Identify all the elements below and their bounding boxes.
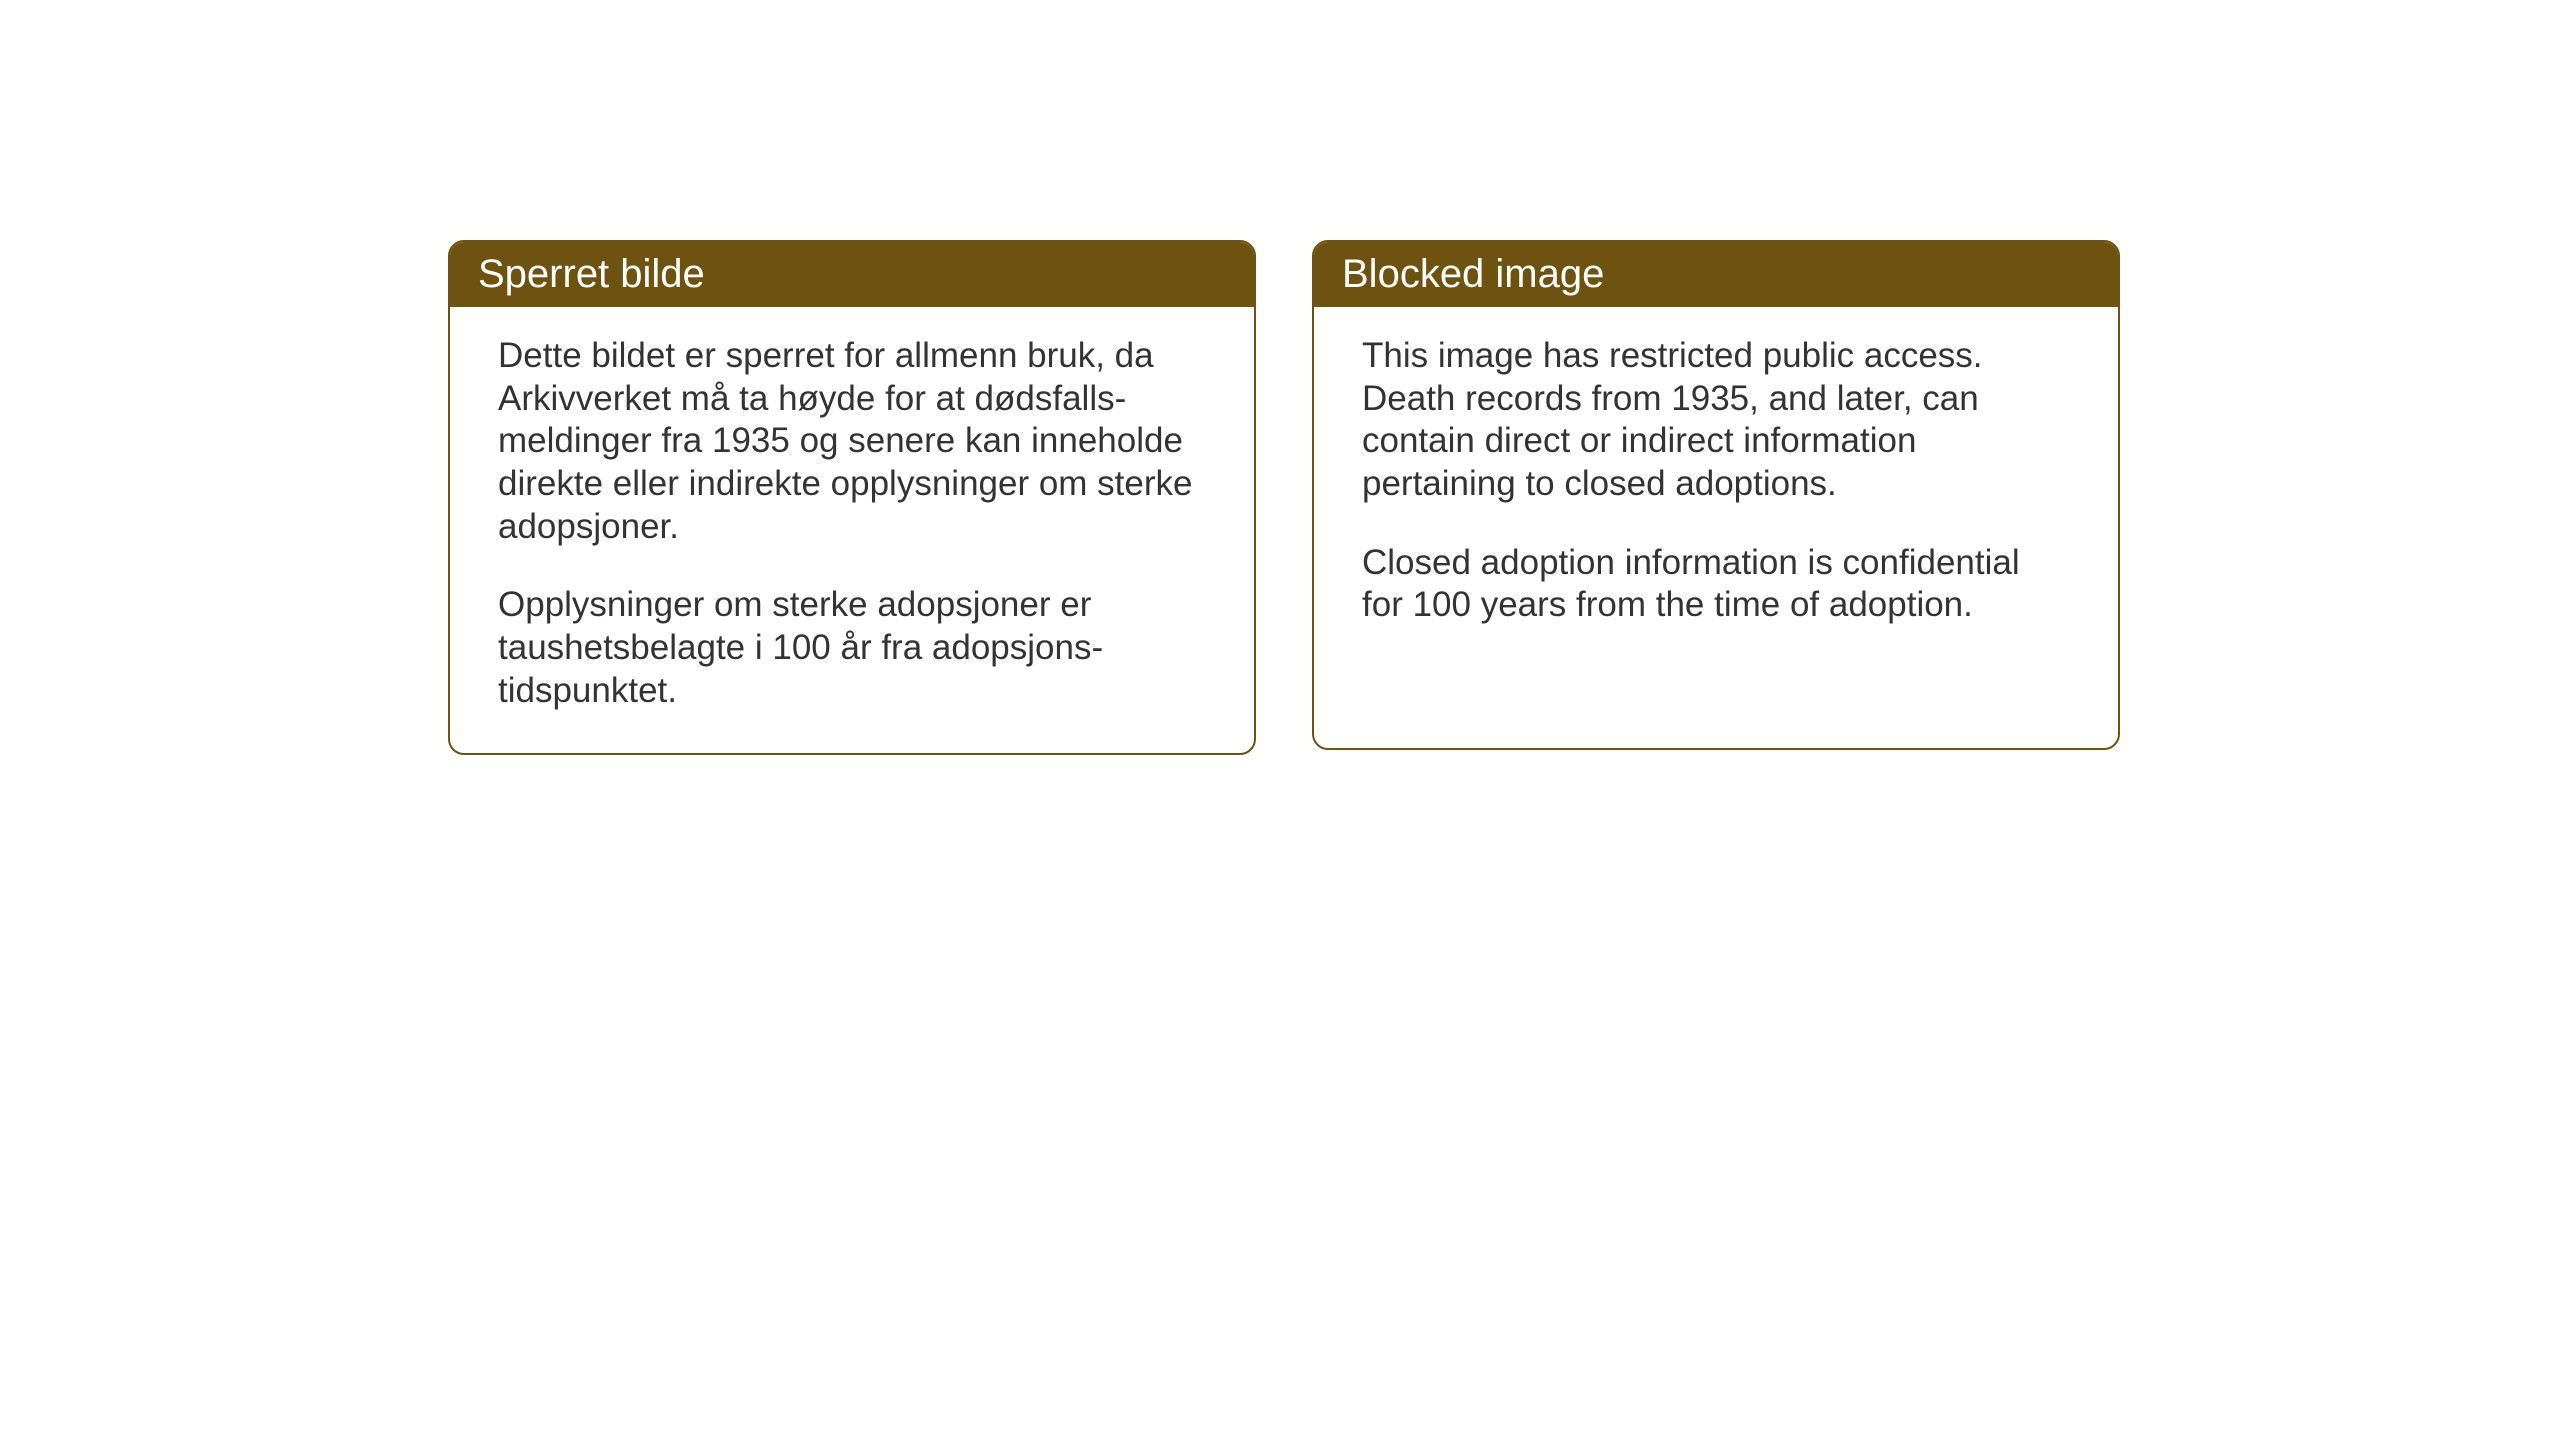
norwegian-notice-card: Sperret bilde Dette bildet er sperret fo… <box>448 240 1256 755</box>
english-card-body: This image has restricted public access.… <box>1314 307 2118 667</box>
norwegian-card-body: Dette bildet er sperret for allmenn bruk… <box>450 307 1254 753</box>
notice-container: Sperret bilde Dette bildet er sperret fo… <box>448 240 2120 755</box>
norwegian-paragraph-2: Opplysninger om sterke adopsjoner er tau… <box>498 584 1206 712</box>
english-paragraph-1: This image has restricted public access.… <box>1362 335 2070 506</box>
norwegian-paragraph-1: Dette bildet er sperret for allmenn bruk… <box>498 335 1206 548</box>
english-card-title: Blocked image <box>1314 242 2118 307</box>
norwegian-card-title: Sperret bilde <box>450 242 1254 307</box>
english-paragraph-2: Closed adoption information is confident… <box>1362 542 2070 627</box>
english-notice-card: Blocked image This image has restricted … <box>1312 240 2120 750</box>
